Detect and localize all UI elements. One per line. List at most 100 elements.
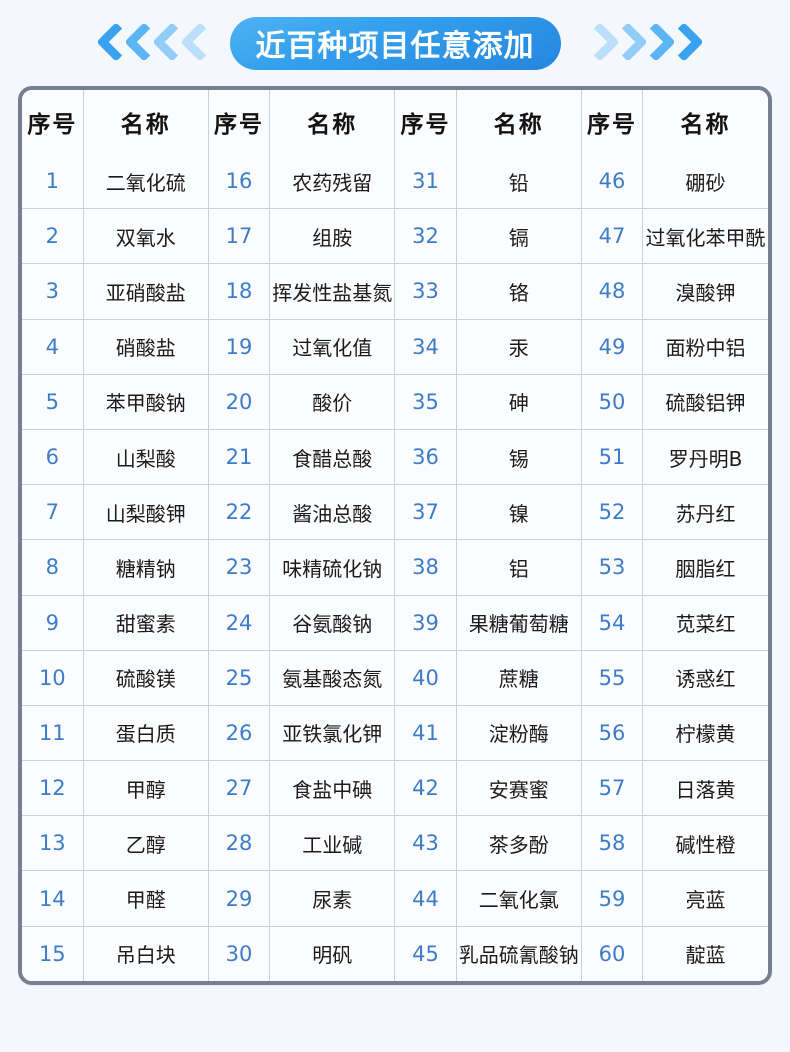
table-cell-index: 18 [207,263,271,320]
table-cell-index: 13 [22,815,84,872]
table-header-cell: 名称 [82,90,209,154]
table-cell-name: 甜蜜素 [82,594,209,651]
table-cell-index: 33 [394,263,457,320]
table-cell-index: 16 [207,154,271,210]
table-cell-name: 铝 [455,539,582,596]
table-cell-index: 37 [394,484,457,541]
chevron-right-icon [611,21,637,65]
table-cell-index: 27 [207,760,271,817]
table-cell-name: 锡 [455,428,582,486]
table-cell-index: 22 [207,484,271,541]
table-cell-name: 碱性橙 [642,815,768,872]
table-row: 3 亚硝酸盐 18 挥发性盐基氮 33 铬 48 溴酸钾 [22,263,768,320]
table-cell-name: 苋菜红 [642,594,768,651]
table-cell-name: 过氧化苯甲酰 [642,208,768,265]
table-cell-index: 28 [207,815,271,872]
table-cell-name: 二氧化氯 [455,870,582,927]
table-cell-index: 49 [580,318,644,375]
table-cell-name: 果糖葡萄糖 [455,594,582,651]
table-header-cell: 名称 [642,90,768,154]
left-chevron-group [98,21,208,65]
table-cell-index: 11 [22,704,84,762]
banner: 近百种项目任意添加 [0,0,790,86]
table-cell-index: 35 [394,373,457,430]
table-cell-index: 42 [394,760,457,817]
table-cell-name: 食醋总酸 [269,428,396,486]
table-cell-name: 亚硝酸盐 [82,263,209,320]
table-cell-index: 30 [207,925,271,981]
table-cell-name: 挥发性盐基氮 [269,263,396,320]
table-row: 6 山梨酸 21 食醋总酸 36 锡 51 罗丹明B [22,428,768,486]
table-cell-index: 54 [580,594,644,651]
table-cell-name: 安赛蜜 [455,760,582,817]
table-cell-index: 23 [207,539,271,596]
table-cell-name: 酱油总酸 [269,484,396,541]
table-row: 2 双氧水 17 组胺 32 镉 47 过氧化苯甲酰 [22,208,768,265]
table-cell-index: 17 [207,208,271,265]
table-cell-index: 8 [22,539,84,596]
table-cell-name: 工业碱 [269,815,396,872]
table-cell-name: 镍 [455,484,582,541]
table-header-row: 序号 名称 序号 名称 序号 名称 序号 名称 [22,90,768,154]
table-cell-index: 55 [580,649,644,706]
table-cell-name: 汞 [455,318,582,375]
table-cell-index: 7 [22,484,84,541]
table-cell-name: 过氧化值 [269,318,396,375]
table-head: 序号 名称 序号 名称 序号 名称 序号 名称 [22,90,768,154]
table-cell-index: 3 [22,263,84,320]
table-cell-index: 21 [207,428,271,486]
table-cell-index: 36 [394,428,457,486]
table-cell-index: 39 [394,594,457,651]
chevron-right-icon [667,21,693,65]
table-row: 14 甲醛 29 尿素 44 二氧化氯 59 亮蓝 [22,870,768,927]
table-cell-index: 31 [394,154,457,210]
table-cell-name: 甲醇 [82,760,209,817]
table-cell-name: 胭脂红 [642,539,768,596]
table-cell-name: 硫酸镁 [82,649,209,706]
table-cell-name: 组胺 [269,208,396,265]
table-cell-index: 1 [22,154,84,210]
table-cell-name: 硝酸盐 [82,318,209,375]
table-row: 12 甲醇 27 食盐中碘 42 安赛蜜 57 日落黄 [22,760,768,817]
table-cell-name: 靛蓝 [642,925,768,981]
chevron-right-icon [583,21,609,65]
items-table: 序号 名称 序号 名称 序号 名称 序号 名称 1 二氧化硫 16 农药残留 31 铅 46 硼砂 2 双氧水 1… [22,90,768,981]
table-cell-name: 诱惑红 [642,649,768,706]
table-row: 15 吊白块 30 明矾 45 乳品硫氰酸钠 60 靛蓝 [22,925,768,981]
table-row: 4 硝酸盐 19 过氧化值 34 汞 49 面粉中铝 [22,318,768,375]
chevron-right-icon [639,21,665,65]
table-cell-index: 38 [394,539,457,596]
table-header-cell: 序号 [580,90,644,154]
table-cell-name: 溴酸钾 [642,263,768,320]
table-row: 1 二氧化硫 16 农药残留 31 铅 46 硼砂 [22,154,768,210]
table-cell-index: 14 [22,870,84,927]
table-body: 1 二氧化硫 16 农药残留 31 铅 46 硼砂 2 双氧水 17 组胺 32 镉 47 过氧化苯甲酰 3 亚硝… [22,154,768,981]
table-cell-name: 糖精钠 [82,539,209,596]
table-header-cell: 序号 [207,90,271,154]
table-cell-name: 食盐中碘 [269,760,396,817]
table-cell-name: 苏丹红 [642,484,768,541]
table-row: 5 苯甲酸钠 20 酸价 35 砷 50 硫酸铝钾 [22,373,768,430]
table-cell-index: 25 [207,649,271,706]
table-cell-name: 茶多酚 [455,815,582,872]
table-cell-index: 19 [207,318,271,375]
table-cell-name: 吊白块 [82,925,209,981]
table-cell-index: 50 [580,373,644,430]
table-header-cell: 序号 [394,90,457,154]
table-cell-index: 10 [22,649,84,706]
table-cell-index: 47 [580,208,644,265]
table-cell-index: 53 [580,539,644,596]
table-cell-name: 氨基酸态氮 [269,649,396,706]
table-cell-index: 40 [394,649,457,706]
table-cell-index: 41 [394,704,457,762]
table-cell-index: 9 [22,594,84,651]
table-cell-name: 蛋白质 [82,704,209,762]
table-cell-name: 淀粉酶 [455,704,582,762]
table-cell-name: 硼砂 [642,154,768,210]
table-cell-name: 面粉中铝 [642,318,768,375]
table-cell-name: 农药残留 [269,154,396,210]
table-cell-index: 29 [207,870,271,927]
table-row: 9 甜蜜素 24 谷氨酸钠 39 果糖葡萄糖 54 苋菜红 [22,594,768,651]
table-cell-name: 尿素 [269,870,396,927]
table-cell-name: 镉 [455,208,582,265]
